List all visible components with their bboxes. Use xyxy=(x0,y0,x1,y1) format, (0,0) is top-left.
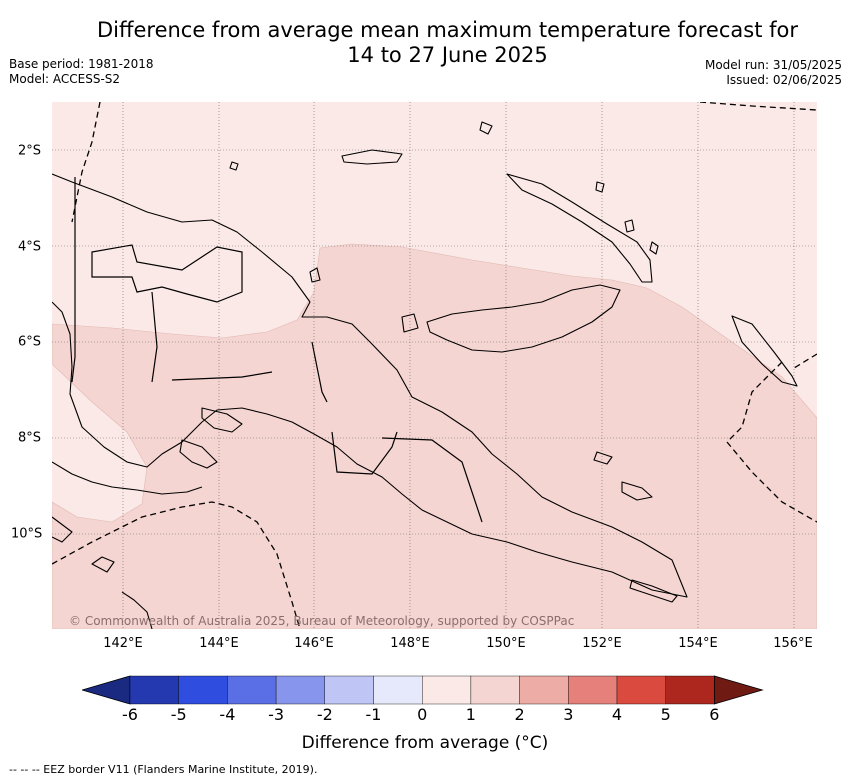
lon-label: 152°E xyxy=(582,636,622,651)
colorbar-cell xyxy=(616,675,666,705)
new-guinea-coast xyxy=(52,173,688,598)
lat-label: 4°S xyxy=(18,239,42,255)
colorbar-tick-label: 4 xyxy=(611,705,623,724)
bougainville xyxy=(731,315,798,387)
colorbar-cell xyxy=(373,675,423,705)
lat-label: 2°S xyxy=(18,143,42,159)
colorbar-cell xyxy=(129,675,179,705)
map-panel xyxy=(52,102,817,629)
colorbar-tick-label: -3 xyxy=(268,705,285,724)
model-run: Model run: 31/05/2025 xyxy=(704,58,842,72)
colorbar-tick-label: 1 xyxy=(465,705,476,724)
new-britain xyxy=(426,284,621,353)
eez-footnote: -- -- -- EEZ border V11 (Flanders Marine… xyxy=(9,763,318,776)
frederik-hendrik-isl xyxy=(201,407,243,433)
papua-south-coast xyxy=(52,461,203,495)
colorbar-label: Difference from average (°C) xyxy=(301,733,549,753)
colorbar-cell xyxy=(275,675,326,705)
base-period: Base period: 1981-2018 xyxy=(9,57,154,71)
colorbar-cell xyxy=(178,675,228,705)
colorbar-extend-high xyxy=(714,675,764,705)
colorbar-cell xyxy=(519,675,569,705)
title-line-2: 14 to 27 June 2025 xyxy=(347,43,548,67)
lon-label: 154°E xyxy=(678,636,718,651)
cape-york xyxy=(121,591,153,629)
lon-label: 144°E xyxy=(199,636,239,651)
lon-label: 148°E xyxy=(390,636,430,651)
colorbar-cell xyxy=(568,675,618,705)
colorbar-tick-label: -2 xyxy=(316,705,333,724)
trobriand xyxy=(593,451,613,465)
colorbar-tick-label: -6 xyxy=(122,705,138,724)
eez-borders xyxy=(52,102,817,629)
manus-island xyxy=(341,149,403,165)
dentrecasteaux xyxy=(621,481,653,501)
chart-title: Difference from average mean maximum tem… xyxy=(60,18,835,68)
copyright-credit: © Commonwealth of Australia 2025, Bureau… xyxy=(69,614,575,628)
fly-delta xyxy=(179,439,218,469)
lon-label: 150°E xyxy=(486,636,526,651)
colorbar-tick-label: -5 xyxy=(170,705,187,724)
admin-borders xyxy=(71,177,483,523)
lat-label: 6°S xyxy=(18,334,42,350)
colorbar-cell xyxy=(665,675,715,705)
lat-label: 8°S xyxy=(18,430,42,446)
colorbar-cell xyxy=(422,675,472,705)
colorbar-cell xyxy=(324,675,374,705)
coastlines xyxy=(52,121,798,629)
colorbar-extend-low xyxy=(82,675,131,705)
colorbar-tick-label: -1 xyxy=(365,705,382,724)
colorbar-tick-label: 0 xyxy=(417,705,428,724)
issued-date: Issued: 02/06/2025 xyxy=(726,73,842,87)
title-line-1: Difference from average mean maximum tem… xyxy=(97,18,798,42)
model-name: Model: ACCESS-S2 xyxy=(9,72,121,86)
colorbar-cell xyxy=(470,675,520,705)
colorbar-tick-label: -4 xyxy=(219,705,236,724)
lon-label: 156°E xyxy=(773,636,813,651)
lat-label: 10°S xyxy=(11,526,43,542)
lon-label: 142°E xyxy=(103,636,143,651)
colorbar-tick-label: 6 xyxy=(709,705,720,724)
colorbar-tick-label: 2 xyxy=(514,705,525,724)
new-ireland xyxy=(506,173,653,283)
colorbar-tick-label: 5 xyxy=(660,705,671,724)
colorbar xyxy=(82,675,764,705)
lon-label: 146°E xyxy=(294,636,334,651)
meta-left: Base period: 1981-2018 Model: ACCESS-S2 xyxy=(9,57,154,87)
colorbar-cell xyxy=(227,675,277,705)
louisiade-islands xyxy=(629,579,678,603)
meta-right: Model run: 31/05/2025 Issued: 02/06/2025 xyxy=(705,58,842,88)
colorbar-tick-label: 3 xyxy=(563,705,574,724)
anomaly-zone-1-to-2 xyxy=(52,243,817,629)
